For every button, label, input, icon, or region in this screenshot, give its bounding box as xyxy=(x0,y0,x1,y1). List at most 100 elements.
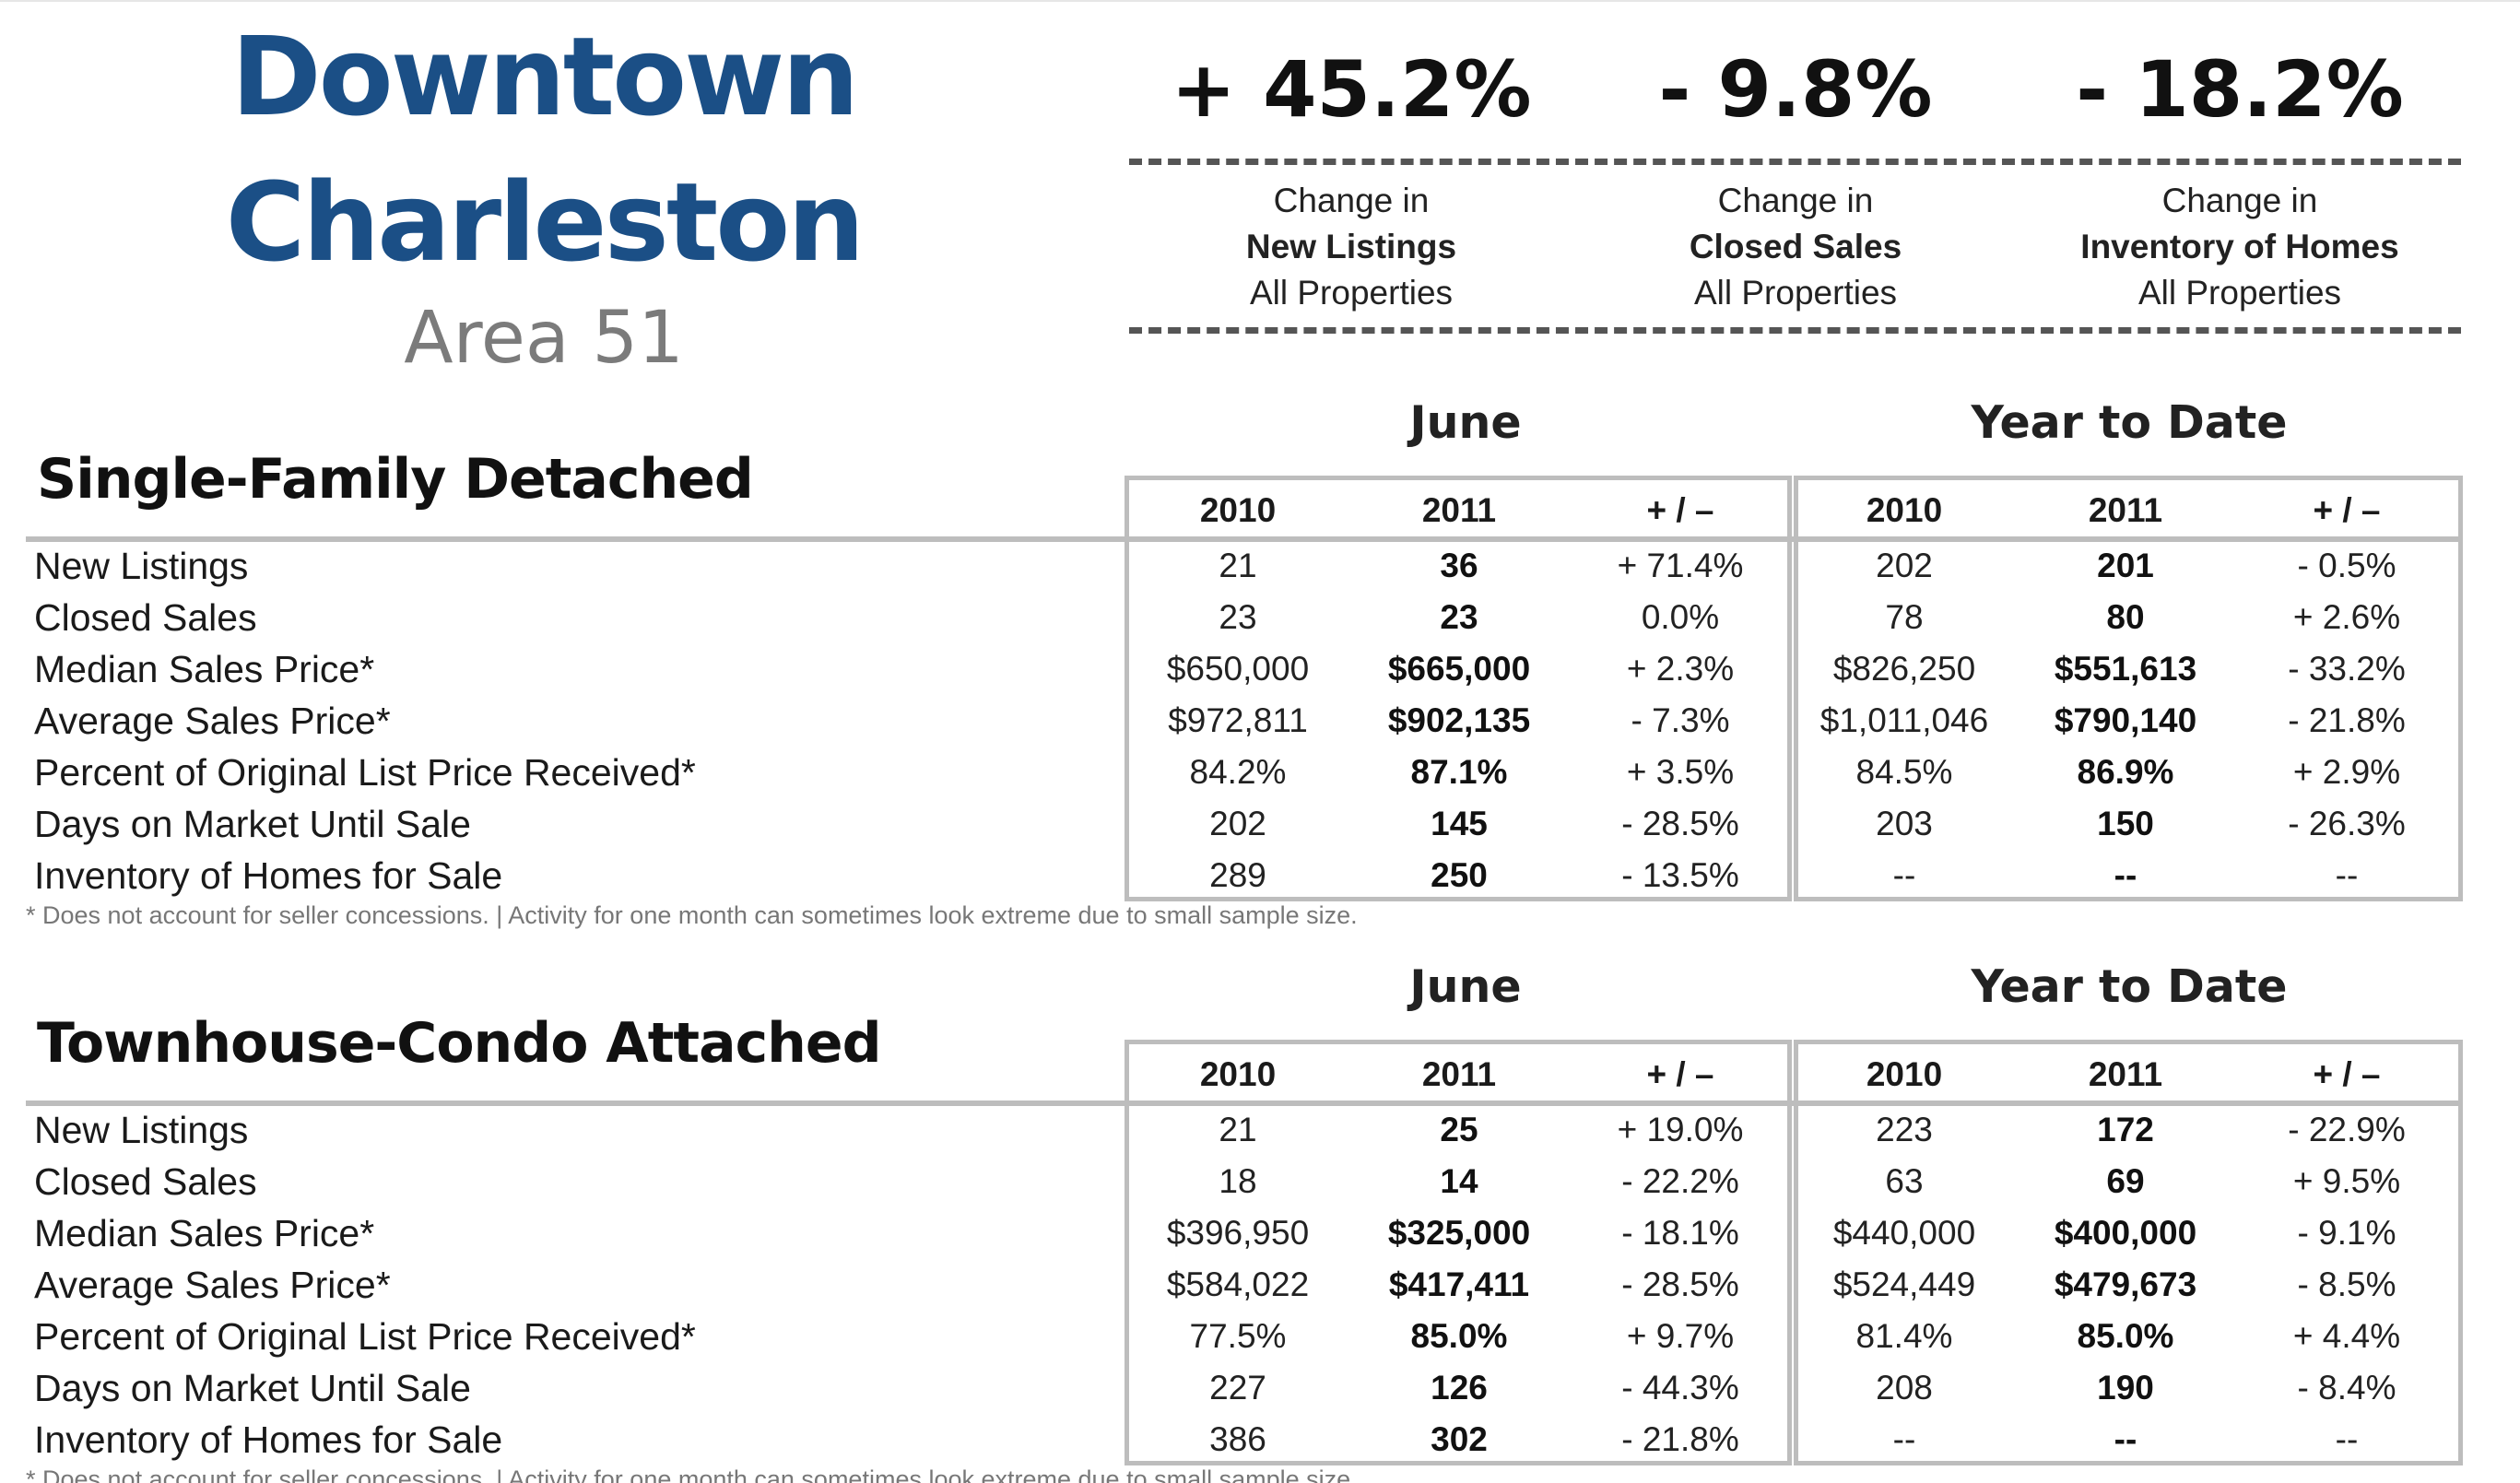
column-header: 2010 xyxy=(1199,491,1277,529)
cell: - 8.4% xyxy=(2297,1369,2396,1406)
kpi-caption-metric: Closed Sales xyxy=(1689,228,1902,265)
section-single-family: June Year to Date Single-Family Detached… xyxy=(0,387,2520,940)
cell: $790,140 xyxy=(2054,701,2197,739)
cell: 208 xyxy=(1876,1369,1933,1406)
ytd-body-box xyxy=(1794,542,2463,901)
group-header-june: June xyxy=(1409,396,1522,449)
row-label: New Listings xyxy=(34,545,249,587)
section-title: Single-Family Detached xyxy=(37,447,754,512)
page-subtitle: Area 51 xyxy=(404,297,684,380)
row-label: New Listings xyxy=(34,1109,249,1151)
row-label: Percent of Original List Price Received* xyxy=(34,751,696,794)
table-row: New Listings 21 36 + 71.4% 202 201 - 0.5… xyxy=(0,540,2520,592)
cell: $479,673 xyxy=(2054,1265,2197,1303)
cell: 386 xyxy=(1209,1420,1266,1458)
row-label: Days on Market Until Sale xyxy=(34,803,471,845)
top-border xyxy=(0,0,2520,2)
cell: - 22.9% xyxy=(2288,1111,2406,1148)
cell: + 3.5% xyxy=(1626,753,1735,791)
ytd-header-box xyxy=(1794,476,2463,538)
cell: $325,000 xyxy=(1387,1214,1531,1252)
kpi-caption: Change in Closed Sales All Properties xyxy=(1573,178,2018,316)
kpi-value: - 18.2% xyxy=(2076,44,2404,135)
cell: + 2.6% xyxy=(2292,598,2401,636)
kpi-value: - 9.8% xyxy=(1658,44,1933,135)
table-row: Inventory of Homes for Sale 386 302 - 21… xyxy=(0,1414,2520,1465)
june-body-box xyxy=(1125,1106,1792,1465)
cell: 126 xyxy=(1431,1369,1488,1406)
cell: 36 xyxy=(1440,547,1478,584)
cell: 202 xyxy=(1876,547,1933,584)
footnote: * Does not account for seller concession… xyxy=(26,1465,1358,1483)
section-townhouse-condo: June Year to Date Townhouse-Condo Attach… xyxy=(0,951,2520,1483)
cell: $972,811 xyxy=(1168,701,1308,739)
cell: - 21.8% xyxy=(1621,1420,1739,1458)
cell: - 0.5% xyxy=(2297,547,2396,584)
cell: -- xyxy=(1892,856,1916,894)
row-label: Median Sales Price* xyxy=(34,648,375,690)
cell: 85.0% xyxy=(2077,1317,2174,1355)
cell: $584,022 xyxy=(1166,1265,1310,1303)
table-row: Median Sales Price* $396,950 $325,000 - … xyxy=(0,1207,2520,1259)
table-row: Closed Sales 23 23 0.0% 78 80 + 2.6% xyxy=(0,592,2520,643)
column-header: + / – xyxy=(2313,491,2381,529)
column-header: 2011 xyxy=(1421,491,1497,529)
column-header: 2010 xyxy=(1199,1055,1277,1093)
cell: 289 xyxy=(1209,856,1266,894)
table-row: New Listings 21 25 + 19.0% 223 172 - 22.… xyxy=(0,1104,2520,1156)
cell: 223 xyxy=(1876,1111,1933,1148)
cell: 250 xyxy=(1431,856,1488,894)
kpi-summary: + 45.2% Change in New Listings All Prope… xyxy=(1129,0,2461,341)
cell: $440,000 xyxy=(1832,1214,1976,1252)
cell: + 9.5% xyxy=(2292,1162,2401,1200)
group-header-june: June xyxy=(1409,960,1522,1013)
june-header-box xyxy=(1125,476,1792,538)
cell: 18 xyxy=(1219,1162,1257,1200)
cell: -- xyxy=(2335,856,2359,894)
cell: 23 xyxy=(1219,598,1257,636)
cell: - 21.8% xyxy=(2288,701,2406,739)
group-header-ytd: Year to Date xyxy=(1971,396,2288,449)
table-row: Closed Sales 18 14 - 22.2% 63 69 + 9.5% xyxy=(0,1156,2520,1207)
table-row: Average Sales Price* $584,022 $417,411 -… xyxy=(0,1259,2520,1311)
cell: - 26.3% xyxy=(2288,805,2406,842)
cell: 78 xyxy=(1885,598,1924,636)
cell: + 4.4% xyxy=(2292,1317,2401,1355)
kpi-divider-bottom xyxy=(1129,327,2461,334)
cell: 227 xyxy=(1209,1369,1266,1406)
cell: + 2.3% xyxy=(1626,650,1735,688)
cell: 81.4% xyxy=(1855,1317,1953,1355)
row-label: Median Sales Price* xyxy=(34,1212,375,1254)
cell: 203 xyxy=(1876,805,1933,842)
row-label: Percent of Original List Price Received* xyxy=(34,1315,696,1358)
cell: - 28.5% xyxy=(1621,1265,1739,1303)
cell: 21 xyxy=(1219,1111,1257,1148)
cell: $400,000 xyxy=(2054,1214,2197,1252)
kpi-value: + 45.2% xyxy=(1171,44,1532,135)
cell: $1,011,046 xyxy=(1819,701,1989,739)
kpi-caption-metric: Inventory of Homes xyxy=(2080,228,2399,265)
cell: - 18.1% xyxy=(1621,1214,1739,1252)
cell: $417,411 xyxy=(1388,1265,1530,1303)
cell: 201 xyxy=(2097,547,2154,584)
cell: - 22.2% xyxy=(1621,1162,1739,1200)
kpi-caption-line: Change in xyxy=(1273,182,1430,219)
cell: 145 xyxy=(1431,805,1488,842)
cell: 80 xyxy=(2106,598,2145,636)
cell: 86.9% xyxy=(2077,753,2174,791)
kpi-divider-top xyxy=(1129,159,2461,165)
header-separator xyxy=(26,1100,2463,1106)
cell: + 19.0% xyxy=(1617,1111,1744,1148)
row-label: Average Sales Price* xyxy=(34,700,391,742)
column-header: 2010 xyxy=(1866,491,1943,529)
cell: 190 xyxy=(2097,1369,2154,1406)
group-header-ytd: Year to Date xyxy=(1971,960,2288,1013)
kpi-caption: Change in Inventory of Homes All Propert… xyxy=(2018,178,2462,316)
row-label: Inventory of Homes for Sale xyxy=(34,1418,503,1461)
row-label: Closed Sales xyxy=(34,596,257,639)
cell: - 44.3% xyxy=(1621,1369,1739,1406)
cell: $826,250 xyxy=(1832,650,1976,688)
cell: -- xyxy=(2114,1420,2137,1458)
row-label: Inventory of Homes for Sale xyxy=(34,854,503,897)
kpi-caption-line: Change in xyxy=(2161,182,2318,219)
